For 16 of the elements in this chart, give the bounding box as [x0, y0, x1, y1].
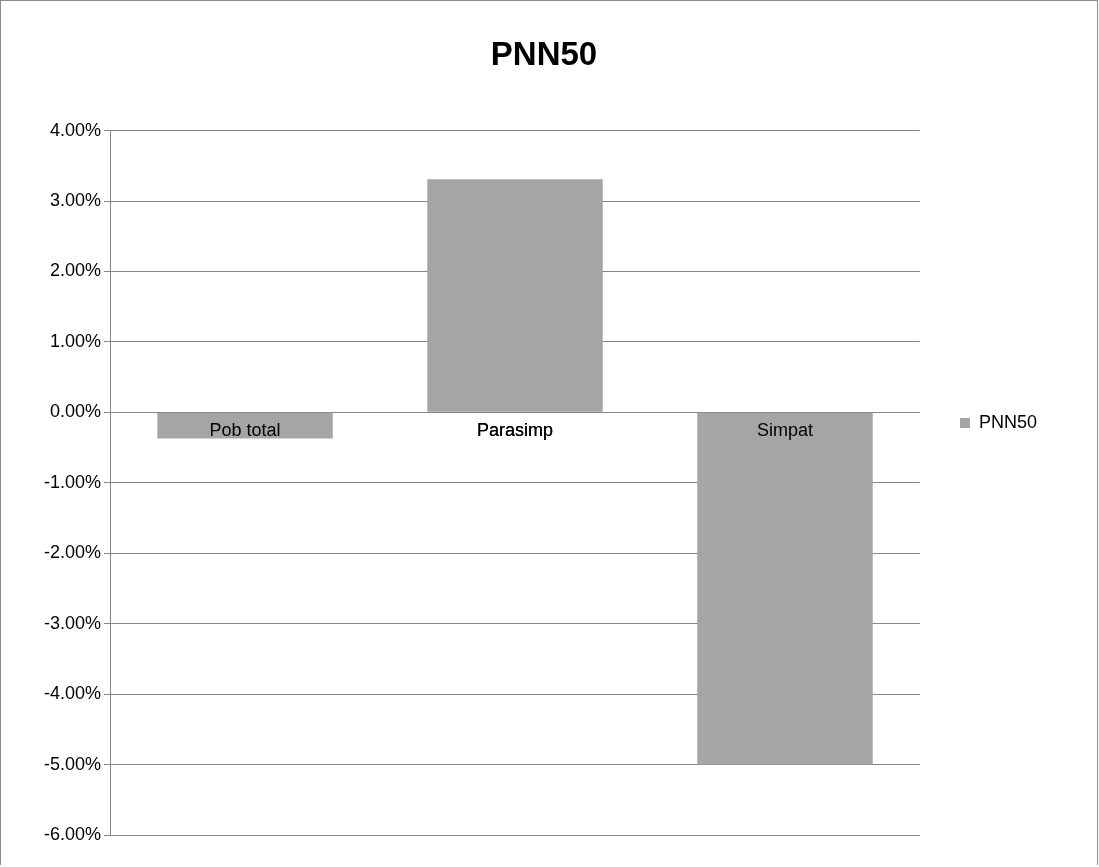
y-tick-label: -1.00%	[43, 471, 102, 492]
y-tick-label: 2.00%	[49, 260, 102, 281]
x-tick-label: Pob total	[209, 420, 281, 441]
y-tick-label: -5.00%	[43, 753, 102, 774]
y-tick-label: 3.00%	[49, 190, 102, 211]
y-tick-label: 1.00%	[49, 330, 102, 351]
y-tick-label: -6.00%	[43, 823, 102, 844]
y-tick-label: -2.00%	[43, 542, 102, 563]
legend-label: PNN50	[978, 411, 1038, 432]
x-tick-label: Parasimp	[476, 420, 554, 441]
y-tick-label: 0.00%	[49, 401, 102, 422]
y-tick-label: -4.00%	[43, 683, 102, 704]
x-tick-label: Simpat	[756, 420, 813, 441]
y-tick-label: -3.00%	[43, 612, 102, 633]
chart-title: PNN50	[490, 34, 598, 72]
y-tick-label: 4.00%	[49, 119, 102, 140]
